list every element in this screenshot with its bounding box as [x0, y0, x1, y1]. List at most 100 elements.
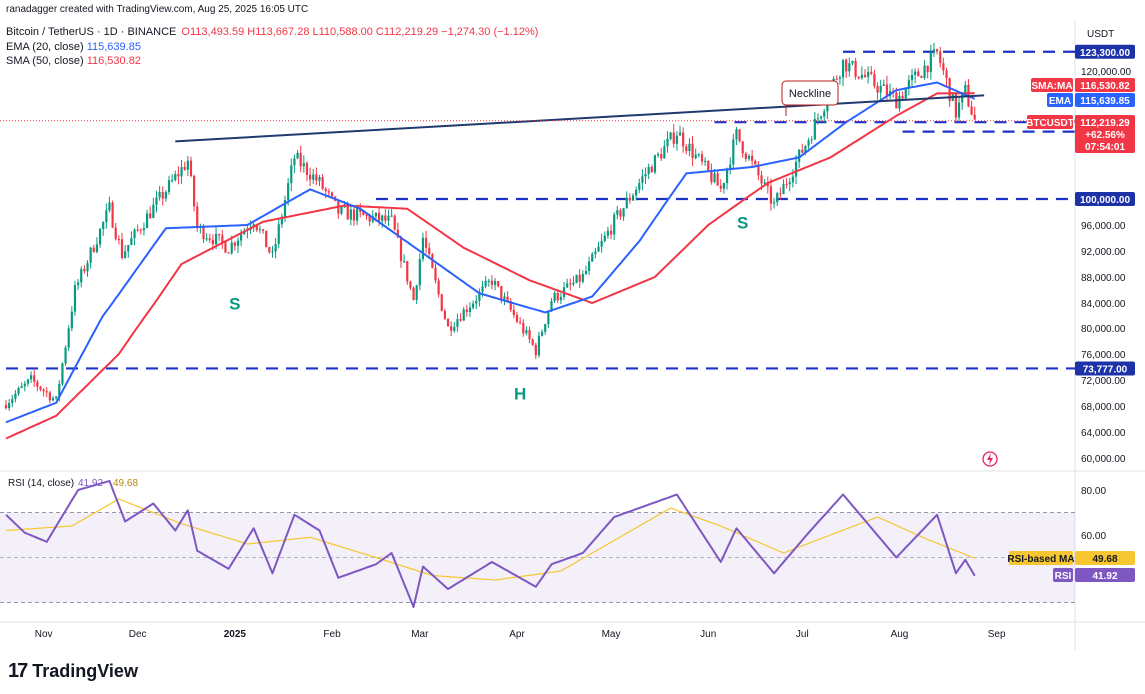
- candle-body: [609, 230, 613, 235]
- candle-body: [174, 174, 177, 181]
- candle-body: [390, 215, 393, 217]
- ema-value-tag-bg: [1075, 93, 1135, 107]
- ema-legend[interactable]: EMA (20, close) 115,639.85: [6, 41, 141, 53]
- ema-name-tag-bg: [1047, 93, 1073, 107]
- candle-body: [835, 78, 838, 80]
- candle-body: [487, 280, 490, 282]
- candle-body: [738, 129, 741, 142]
- sma-legend[interactable]: SMA (50, close) 116,530.82: [6, 55, 141, 67]
- candle-body: [907, 80, 910, 89]
- candle-body: [528, 330, 531, 340]
- candle-body: [450, 326, 453, 331]
- candle-body: [635, 189, 638, 196]
- tradingview-brand[interactable]: 17 TradingView: [8, 660, 138, 683]
- candle-body: [89, 247, 92, 263]
- candle-body: [177, 174, 180, 177]
- candle-body: [531, 339, 534, 345]
- candle-body: [732, 139, 735, 165]
- candle-body: [396, 229, 399, 238]
- time-axis-tick-label: 2025: [224, 629, 247, 640]
- price-axis-tick-label: 72,000.00: [1081, 376, 1126, 387]
- candle-body: [127, 245, 130, 252]
- candle-body: [650, 166, 653, 173]
- candle-body: [205, 238, 208, 240]
- candle-body: [51, 398, 55, 401]
- candle-body: [544, 324, 547, 332]
- candle-body: [490, 280, 494, 285]
- candle-body: [214, 233, 218, 245]
- candle-body: [873, 73, 876, 87]
- candle-body: [45, 391, 48, 393]
- candle-body: [161, 192, 164, 199]
- candle-body: [863, 74, 867, 77]
- rsi-ma-value-tag-bg: [1075, 551, 1135, 565]
- candle-body: [910, 74, 914, 81]
- candle-body: [729, 164, 732, 169]
- candle-body: [371, 216, 374, 222]
- candle-body: [763, 182, 766, 184]
- pattern-label: S: [229, 294, 240, 313]
- candle-body: [418, 259, 421, 286]
- candle-body: [810, 139, 813, 141]
- time-axis-tick-label: Sep: [988, 629, 1006, 640]
- candle-body: [970, 106, 973, 115]
- candle-body: [506, 296, 509, 302]
- candle-body: [428, 247, 431, 255]
- candle-body: [882, 84, 885, 86]
- candle-body: [277, 224, 280, 245]
- candle-body: [155, 197, 158, 205]
- candle-body: [885, 84, 889, 96]
- candle-body: [741, 141, 744, 154]
- candle-body: [293, 158, 296, 166]
- lightning-icon-ring: [982, 451, 998, 467]
- price-axis-tick-label: 84,000.00: [1081, 299, 1126, 310]
- candle-body: [675, 135, 678, 144]
- candle-body: [816, 118, 820, 120]
- candle-body: [522, 322, 525, 334]
- neckline-label: Neckline: [789, 88, 831, 100]
- candle-body: [914, 71, 917, 75]
- candle-body: [117, 238, 120, 240]
- time-axis-tick-label: Aug: [891, 629, 909, 640]
- candle-body: [324, 188, 327, 192]
- candle-body: [898, 95, 901, 109]
- time-axis-tick-label: May: [602, 629, 621, 640]
- candle-body: [462, 309, 465, 321]
- candle-body: [547, 311, 550, 325]
- candle-body: [374, 212, 378, 217]
- candle-body: [343, 206, 346, 208]
- ema-name-tag-text: EMA: [1049, 96, 1071, 107]
- candle-body: [312, 174, 315, 180]
- candle-body: [443, 310, 446, 319]
- candle-body: [440, 294, 443, 311]
- candle-body: [584, 270, 588, 274]
- level-price-tag: 73,777.00: [1075, 361, 1135, 376]
- symbol-name-tag-bg: [1027, 115, 1073, 129]
- candle-body: [136, 229, 139, 231]
- candle-body: [356, 208, 359, 221]
- candle-body: [785, 184, 788, 186]
- candle-body: [484, 280, 487, 287]
- candle-body: [412, 287, 415, 301]
- candle-body: [954, 93, 958, 118]
- rsi-axis-tick-label: 80.00: [1081, 486, 1106, 497]
- price-axis-tick-label: 80,000.00: [1081, 324, 1126, 335]
- sma-name-tag-bg: [1031, 78, 1073, 92]
- candle-body: [603, 235, 606, 241]
- candle-body: [688, 143, 691, 152]
- candle-body: [73, 285, 77, 312]
- candle-body: [710, 170, 713, 183]
- candle-body: [572, 282, 575, 285]
- candle-body: [308, 174, 312, 180]
- candle-body: [669, 132, 672, 139]
- candle-body: [114, 227, 117, 239]
- candle-body: [600, 240, 603, 247]
- candle-body: [17, 387, 20, 394]
- last-price-tag-bg: [1075, 115, 1135, 153]
- candle-body: [171, 180, 174, 182]
- candle-body: [102, 222, 105, 229]
- rsi-line: [5, 480, 976, 608]
- candle-body: [230, 242, 233, 254]
- candle-body: [236, 240, 240, 246]
